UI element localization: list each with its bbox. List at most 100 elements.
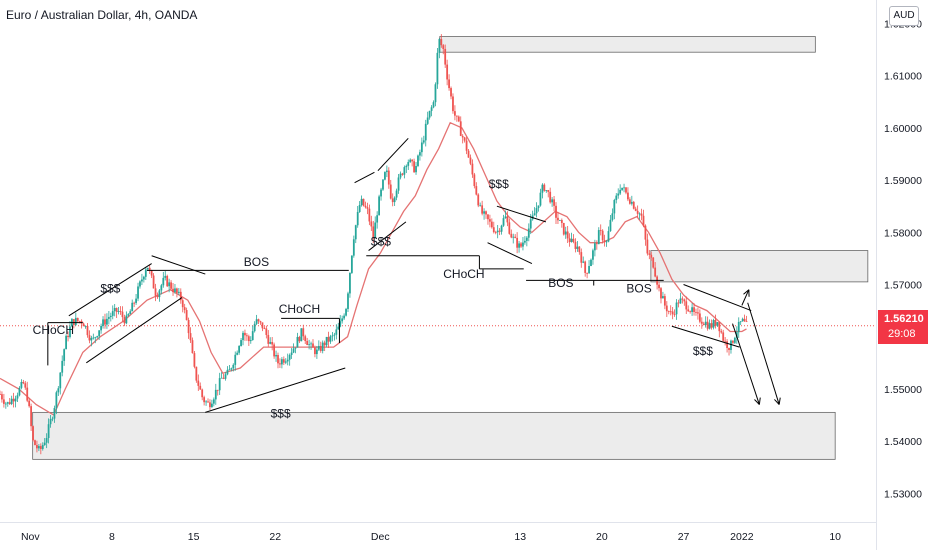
candle-body: [562, 222, 565, 235]
candle-body: [582, 261, 585, 263]
candle-body: [702, 323, 705, 325]
x-tick-label: 13: [514, 531, 526, 543]
candle-body: [263, 328, 266, 330]
candle-body: [574, 241, 577, 249]
candle-body: [24, 383, 27, 388]
candle-body: [611, 213, 614, 220]
candle-body: [490, 221, 493, 228]
candle-body: [621, 187, 624, 190]
candle-body: [207, 401, 209, 403]
candle-body: [438, 39, 441, 53]
candle-body: [265, 328, 268, 335]
candle-body: [339, 321, 342, 327]
candle-body: [104, 319, 106, 325]
candle-body: [154, 288, 157, 296]
candle-body: [86, 325, 89, 336]
candle-body: [691, 307, 693, 312]
candle-body: [698, 313, 701, 322]
candle-body: [234, 354, 237, 365]
arrow-head: [758, 397, 761, 405]
candle-body: [55, 392, 58, 409]
candle-body: [724, 340, 727, 342]
candle-body: [382, 179, 384, 190]
x-tick-label: 15: [188, 531, 200, 543]
candle-body: [317, 345, 320, 350]
candle-body: [378, 196, 380, 216]
y-tick-label: 1.60000: [884, 123, 922, 135]
arrow-head: [774, 399, 780, 405]
candle-body: [695, 311, 697, 313]
candle-body: [368, 208, 371, 222]
candle-body: [288, 354, 291, 360]
candle-body: [1, 394, 3, 400]
candle-body: [718, 322, 721, 332]
x-tick-label: Nov: [21, 531, 40, 543]
annotation-label: $$$: [693, 344, 713, 358]
candle-body: [222, 377, 225, 379]
candle-body: [197, 380, 200, 386]
projection-arrow: [747, 302, 780, 405]
candle-body: [557, 217, 559, 221]
candle-body: [43, 442, 46, 446]
candle-body: [457, 116, 460, 122]
candle-body: [564, 231, 567, 235]
candle-body: [537, 205, 540, 209]
candle-body: [280, 359, 283, 365]
candle-body: [722, 332, 725, 341]
candle-body: [518, 243, 520, 248]
candle-body: [335, 329, 338, 335]
candle-body: [500, 225, 503, 232]
candle-body: [463, 137, 466, 141]
arrow-head: [743, 289, 750, 295]
candle-body: [347, 293, 349, 309]
candle-body: [32, 426, 34, 441]
candle-body: [677, 302, 680, 304]
candle-body: [10, 398, 13, 404]
candle-body: [267, 334, 270, 344]
candle-body: [697, 312, 699, 314]
candle-body: [220, 377, 223, 379]
candle-body: [704, 321, 707, 325]
candle-body: [485, 211, 487, 215]
candle-body: [189, 333, 192, 341]
candle-body: [57, 388, 60, 393]
candle-body: [570, 238, 573, 243]
candle-body: [380, 189, 382, 197]
candle-body: [72, 319, 75, 325]
candle-body: [745, 321, 748, 323]
candle-body: [681, 298, 684, 300]
candle-body: [329, 336, 332, 342]
annotation-label: CHoCH: [33, 323, 74, 337]
candle-body: [133, 302, 136, 304]
candle-body: [545, 190, 548, 191]
candle-body: [508, 222, 511, 234]
candle-body: [477, 194, 480, 206]
candle-body: [296, 336, 299, 348]
candle-body: [660, 288, 662, 299]
candle-body: [415, 166, 417, 173]
candle-body: [560, 220, 563, 223]
candle-body: [356, 211, 359, 226]
candle-body: [623, 187, 625, 189]
candle-body: [673, 314, 676, 316]
candle-body: [92, 337, 95, 339]
candle-body: [216, 389, 219, 391]
candle-body: [726, 341, 728, 348]
candle-body: [428, 110, 431, 118]
candle-body: [142, 276, 145, 280]
candle-body: [102, 319, 104, 326]
candle-body: [302, 328, 305, 337]
candle-body: [372, 226, 375, 239]
candle-body: [115, 307, 118, 312]
trend-line: [151, 255, 206, 275]
candle-body: [30, 406, 33, 427]
candle-body: [345, 308, 347, 316]
candle-body: [376, 215, 379, 223]
chart-title: Euro / Australian Dollar, 4h, OANDA: [6, 8, 198, 22]
currency-button[interactable]: AUD: [889, 6, 919, 26]
candle-body: [405, 165, 408, 168]
candle-body: [224, 374, 227, 379]
candle-body: [12, 398, 15, 402]
